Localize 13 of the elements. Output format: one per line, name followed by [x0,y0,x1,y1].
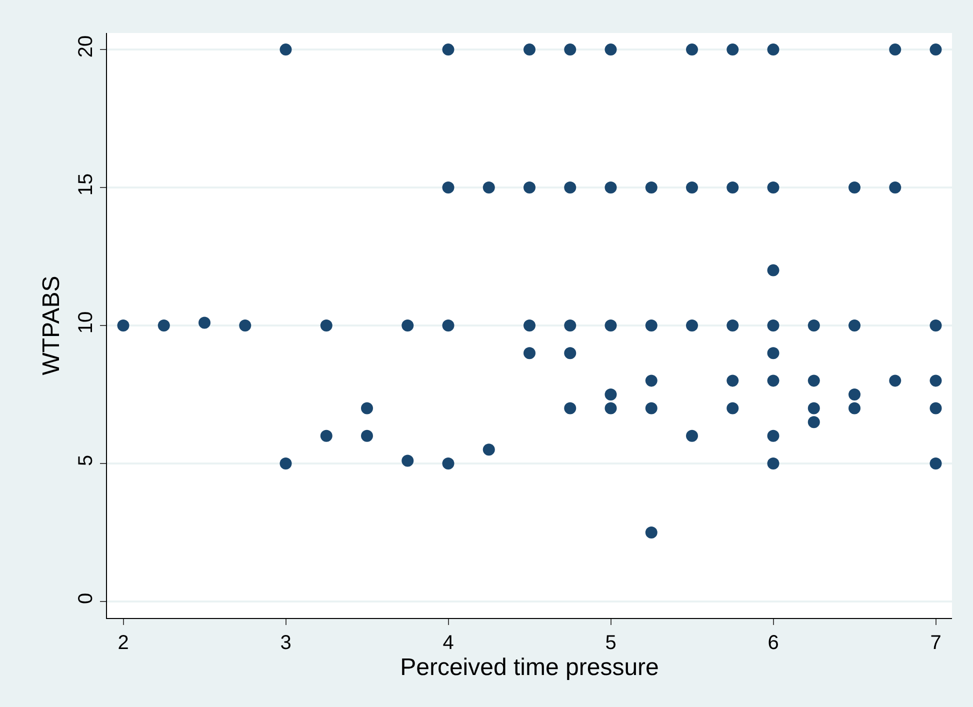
x-tick-label: 2 [118,632,129,654]
x-tick-label: 4 [442,632,454,654]
x-tick-label: 6 [768,632,779,654]
y-tick-label: 5 [75,454,97,466]
y-tick-label: 15 [75,173,97,196]
x-tick-label: 7 [930,632,942,654]
y-tick-label: 20 [75,35,97,58]
x-tick-label: 3 [280,632,292,654]
y-axis-title: WTPABS [38,276,66,376]
y-tick-label: 10 [75,311,97,334]
y-tick-label: 0 [75,592,97,604]
x-axis-title: Perceived time pressure [400,654,659,681]
x-tick-label: 5 [605,632,616,654]
